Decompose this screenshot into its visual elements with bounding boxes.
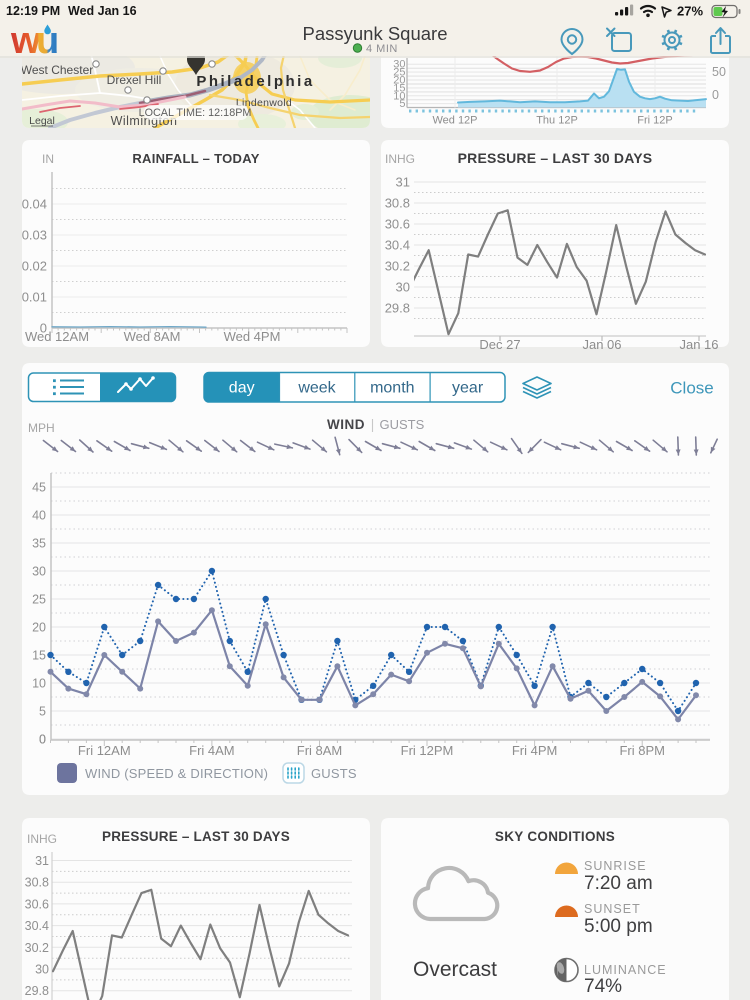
svg-text:LOCAL TIME: 12:18PM: LOCAL TIME: 12:18PM — [139, 107, 252, 119]
svg-text:GUSTS: GUSTS — [380, 417, 425, 432]
svg-text:MPH: MPH — [28, 421, 55, 435]
svg-text:0.04: 0.04 — [22, 197, 47, 212]
svg-text:4 MIN: 4 MIN — [366, 43, 398, 55]
svg-text:day: day — [229, 380, 255, 397]
svg-text:10: 10 — [393, 90, 405, 102]
svg-text:0: 0 — [40, 321, 47, 336]
svg-text:30.8: 30.8 — [25, 876, 49, 890]
svg-text:40: 40 — [32, 509, 46, 523]
svg-text:30.2: 30.2 — [385, 259, 410, 274]
svg-text:0: 0 — [712, 88, 719, 102]
svg-text:Wed 4PM: Wed 4PM — [224, 329, 281, 344]
svg-text:Wed 12P: Wed 12P — [432, 115, 477, 127]
svg-text:Wed 12AM: Wed 12AM — [25, 329, 89, 344]
svg-text:IN: IN — [42, 152, 54, 166]
svg-text:|: | — [371, 417, 375, 432]
svg-text:PRESSURE – LAST 30 DAYS: PRESSURE – LAST 30 DAYS — [458, 150, 653, 166]
svg-text:15: 15 — [393, 82, 405, 94]
svg-text:30: 30 — [396, 280, 410, 295]
svg-text:SKY CONDITIONS: SKY CONDITIONS — [495, 829, 615, 844]
svg-text:Thu 12P: Thu 12P — [536, 115, 578, 127]
svg-text:week: week — [297, 380, 336, 397]
svg-text:Passyunk Square: Passyunk Square — [302, 23, 447, 44]
svg-text:Lindenwold: Lindenwold — [236, 97, 292, 109]
svg-text:Jan 16: Jan 16 — [679, 337, 718, 352]
svg-text:31: 31 — [396, 175, 410, 190]
svg-text:Wed 8AM: Wed 8AM — [124, 329, 181, 344]
svg-text:30.6: 30.6 — [385, 217, 410, 232]
svg-text:West Chester: West Chester — [21, 63, 93, 77]
svg-text:INHG: INHG — [385, 152, 415, 166]
svg-text:30.4: 30.4 — [25, 919, 49, 933]
svg-text:Fri 4AM: Fri 4AM — [189, 743, 235, 758]
svg-text:Jan 06: Jan 06 — [582, 337, 621, 352]
svg-text:PRESSURE – LAST 30 DAYS: PRESSURE – LAST 30 DAYS — [102, 829, 290, 844]
svg-text:35: 35 — [32, 537, 46, 551]
svg-text:5: 5 — [39, 705, 46, 719]
svg-text:INHG: INHG — [27, 832, 57, 846]
svg-text:SUNRISE: SUNRISE — [584, 859, 647, 873]
svg-text:30: 30 — [35, 963, 49, 977]
svg-text:25: 25 — [393, 67, 405, 79]
svg-text:u: u — [36, 20, 59, 62]
svg-text:w: w — [10, 20, 41, 62]
svg-text:15: 15 — [32, 649, 46, 663]
svg-text:30.6: 30.6 — [25, 897, 49, 911]
svg-text:RAINFALL – TODAY: RAINFALL – TODAY — [132, 151, 259, 166]
svg-text:20: 20 — [393, 75, 405, 87]
svg-text:27%: 27% — [677, 4, 703, 19]
svg-text:25: 25 — [32, 593, 46, 607]
svg-text:SUNSET: SUNSET — [584, 902, 641, 916]
svg-text:WIND (SPEED & DIRECTION): WIND (SPEED & DIRECTION) — [85, 766, 268, 781]
svg-text:30.8: 30.8 — [385, 196, 410, 211]
svg-text:50: 50 — [712, 65, 726, 79]
svg-text:10: 10 — [32, 677, 46, 691]
svg-text:7:20 am: 7:20 am — [584, 873, 653, 894]
svg-text:30.4: 30.4 — [385, 238, 410, 253]
svg-text:Fri 8AM: Fri 8AM — [297, 743, 343, 758]
svg-text:0.03: 0.03 — [22, 228, 47, 243]
svg-text:Overcast: Overcast — [413, 958, 497, 981]
svg-text:30.2: 30.2 — [25, 941, 49, 955]
svg-text:Philadelphia: Philadelphia — [196, 73, 314, 90]
svg-text:year: year — [452, 380, 484, 397]
svg-text:5:00 pm: 5:00 pm — [584, 916, 653, 937]
svg-text:Fri 12P: Fri 12P — [637, 115, 672, 127]
svg-text:Fri 12AM: Fri 12AM — [78, 743, 131, 758]
svg-text:month: month — [370, 380, 414, 397]
svg-text:Drexel Hill: Drexel Hill — [107, 73, 162, 87]
svg-text:Wed Jan 16: Wed Jan 16 — [68, 4, 137, 18]
svg-text:30: 30 — [32, 565, 46, 579]
svg-text:0.02: 0.02 — [22, 259, 47, 274]
svg-text:12:19 PM: 12:19 PM — [6, 4, 60, 18]
svg-text:Fri 4PM: Fri 4PM — [512, 743, 558, 758]
svg-text:29.8: 29.8 — [385, 301, 410, 316]
svg-text:Legal: Legal — [29, 115, 55, 127]
svg-text:Fri 8PM: Fri 8PM — [619, 743, 665, 758]
svg-text:0: 0 — [39, 733, 46, 747]
svg-text:0.01: 0.01 — [22, 290, 47, 305]
svg-text:Dec 27: Dec 27 — [479, 337, 520, 352]
svg-text:20: 20 — [32, 621, 46, 635]
svg-text:Close: Close — [670, 379, 713, 398]
svg-text:45: 45 — [32, 481, 46, 495]
svg-text:74%: 74% — [584, 976, 622, 997]
svg-text:LUMINANCE: LUMINANCE — [584, 963, 667, 977]
svg-text:31: 31 — [35, 854, 49, 868]
svg-text:Fri 12PM: Fri 12PM — [401, 743, 454, 758]
svg-text:5: 5 — [399, 98, 405, 110]
svg-text:29.8: 29.8 — [25, 984, 49, 998]
svg-text:GUSTS: GUSTS — [311, 766, 357, 781]
svg-text:30: 30 — [393, 59, 405, 71]
svg-text:0: 0 — [39, 733, 46, 747]
svg-text:WIND: WIND — [327, 417, 365, 432]
